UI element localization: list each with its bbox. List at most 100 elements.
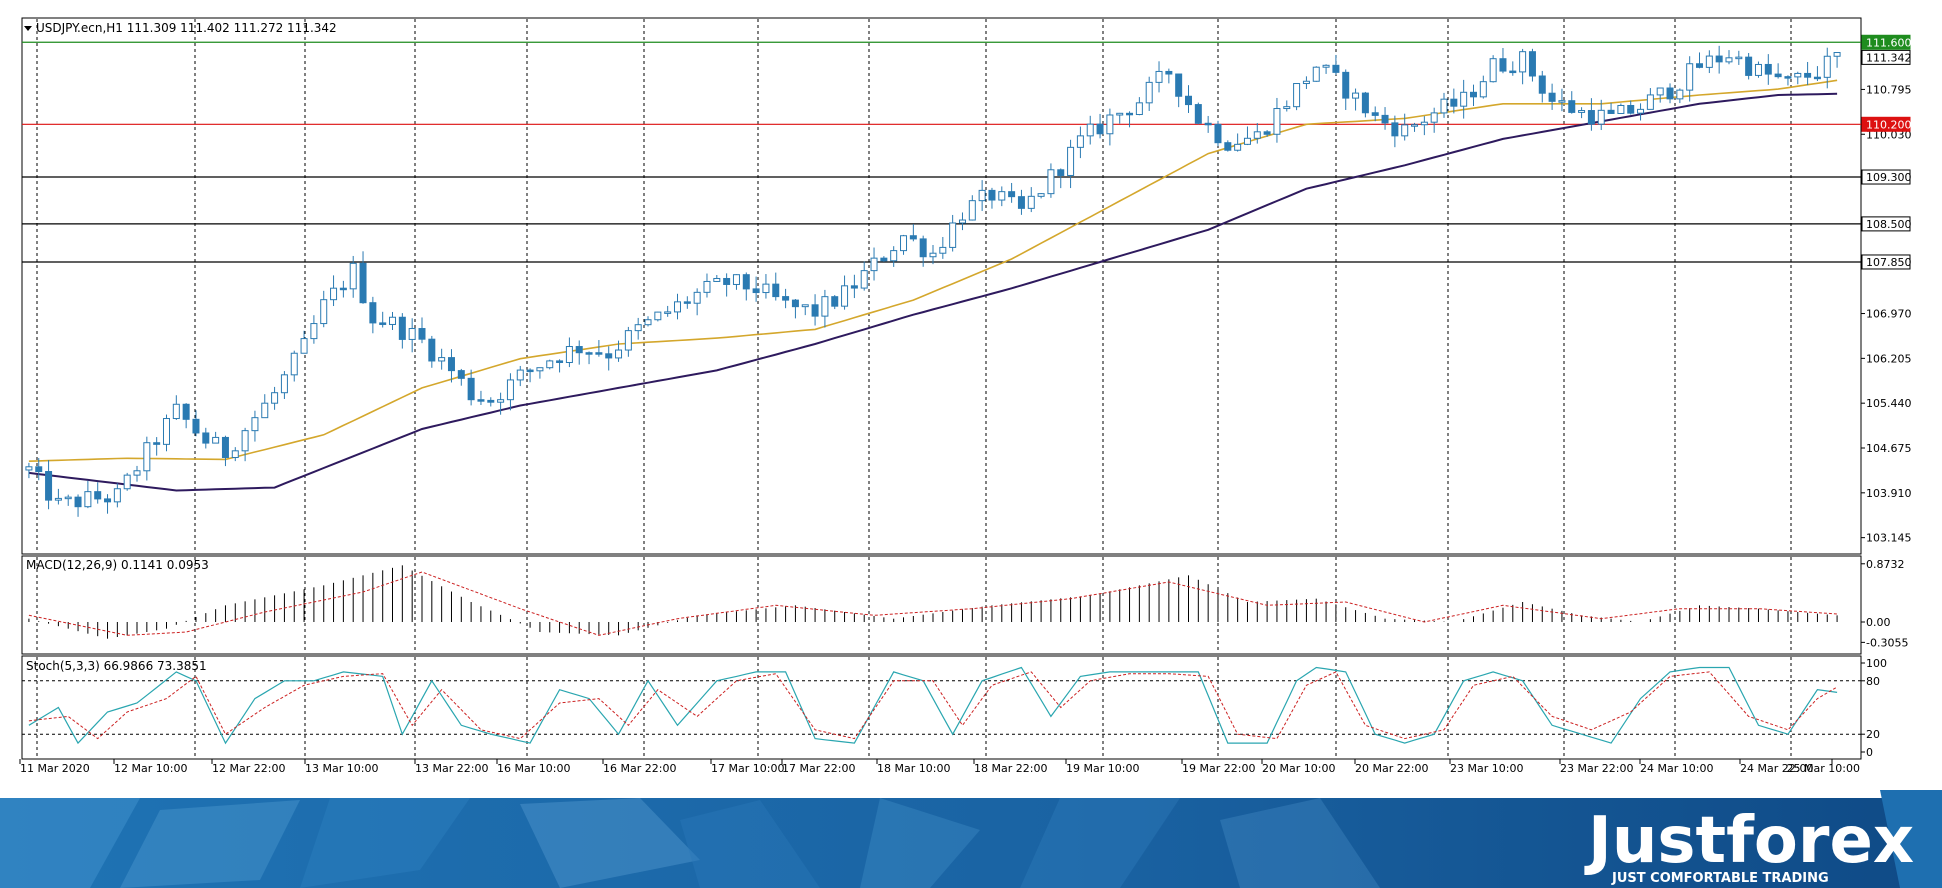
brand-footer: Justforex JUST COMFORTABLE TRADING [0, 790, 1942, 888]
candle-body [202, 432, 210, 444]
candle-body [654, 311, 662, 321]
chart-header[interactable]: USDJPY.ecn,H1 111.309 111.402 111.272 11… [24, 21, 337, 35]
candle-body [880, 257, 888, 262]
candle-body [516, 369, 524, 381]
price-level-label: 108.500 [1866, 218, 1912, 231]
candle-body [1411, 124, 1419, 127]
time-tick-label: 16 Mar 22:00 [603, 762, 676, 775]
candle-body [1253, 131, 1261, 139]
candle-body [1656, 87, 1664, 96]
candle-body [221, 436, 229, 458]
stoch-panel: 100 80 20 0 Stoch(5,3,3) 66.9866 73.3851 [21, 655, 1887, 760]
time-tick-label: 19 Mar 10:00 [1066, 762, 1139, 775]
footer-art: Justforex JUST COMFORTABLE TRADING [0, 790, 1942, 888]
candle-body [909, 235, 917, 240]
price-level-badge [1861, 34, 1911, 50]
time-tick-label: 25 Mar 10:00 [1787, 762, 1860, 775]
price-level-badge [1861, 216, 1911, 232]
candle-body [713, 277, 721, 282]
time-tick-label: 24 Mar 10:00 [1640, 762, 1713, 775]
candle-body [241, 430, 249, 452]
candle-body [1686, 63, 1694, 91]
candle-body [1784, 76, 1792, 79]
candle-body [94, 491, 102, 500]
candle-body [1086, 123, 1094, 137]
stoch-tick-label: 20 [1866, 728, 1880, 741]
candle-body [841, 285, 849, 307]
stoch-tick-label: 80 [1866, 675, 1880, 688]
candle-body [1715, 55, 1723, 63]
candle-body [644, 319, 652, 326]
candle-body [428, 338, 436, 362]
candle-body [1273, 108, 1281, 135]
moving-average-fast [28, 79, 1838, 462]
candle-body [271, 392, 279, 404]
candle-body [1558, 100, 1566, 103]
candle-body [831, 296, 839, 307]
candle-body [673, 301, 681, 313]
candle-body [261, 402, 269, 419]
candle-body [1479, 81, 1487, 98]
candle-body [801, 304, 809, 308]
candle-body [25, 466, 33, 471]
candle-body [546, 360, 554, 369]
candle-body [1057, 169, 1065, 176]
candle-body [1175, 73, 1183, 97]
candle-body [565, 346, 573, 364]
price-level-label: 107.850 [1866, 256, 1912, 269]
macd-tick-label: -0.3055 [1866, 636, 1908, 649]
stoch-panel-title: Stoch(5,3,3) 66.9866 73.3851 [26, 659, 207, 673]
time-axis: 11 Mar 2020 12 Mar 10:00 12 Mar 22:00 13 Ma… [19, 759, 1860, 775]
candle-body [1017, 196, 1025, 209]
candle-body [1440, 98, 1448, 114]
candle-body [1794, 72, 1802, 78]
candle-body [35, 466, 43, 473]
candle-body [1145, 81, 1153, 104]
candle-body [850, 285, 858, 289]
candle-body [605, 353, 613, 359]
candle-body [900, 235, 908, 252]
stoch-tick-label: 100 [1866, 657, 1887, 670]
candle-body [153, 442, 161, 445]
price-level-badge [1861, 169, 1911, 185]
candle-body [1401, 124, 1409, 137]
price-panel: 111.342110.795110.030106.970106.205105.4… [21, 17, 1912, 555]
moving-average-slow [28, 92, 1838, 492]
candle-body [1764, 63, 1772, 75]
candle-body [1224, 142, 1232, 151]
candle-body [1342, 71, 1350, 99]
candle-body [349, 262, 357, 290]
candle-body [929, 252, 937, 258]
candle-body [988, 189, 996, 201]
candle-body [821, 296, 829, 317]
price-tick-label: 110.795 [1866, 83, 1912, 96]
candle-body [1106, 114, 1114, 135]
candle-body [742, 274, 750, 290]
candle-body [64, 496, 72, 500]
time-tick-label: 23 Mar 10:00 [1450, 762, 1523, 775]
candle-body [575, 346, 583, 354]
candle-body [1617, 104, 1625, 114]
candle-body [1332, 64, 1340, 73]
candle-body [556, 360, 564, 364]
price-tick-label: 103.910 [1866, 487, 1912, 500]
candle-body [1568, 100, 1576, 113]
candle-body [1460, 91, 1468, 107]
dropdown-triangle-icon[interactable] [24, 26, 32, 31]
price-tick-label: 106.205 [1866, 352, 1912, 365]
candle-body [1047, 169, 1055, 195]
candle-body [1194, 104, 1202, 124]
candle-body [1008, 191, 1016, 198]
candle-body [192, 418, 200, 434]
candle-body [300, 338, 308, 354]
candle-body [693, 291, 701, 304]
price-tick-label: 105.440 [1866, 397, 1912, 410]
candle-body [74, 496, 82, 508]
candle-body [919, 238, 927, 258]
candle-body [703, 280, 711, 293]
candle-body [1116, 112, 1124, 116]
candle-body [1754, 63, 1762, 76]
candle-body [1283, 106, 1291, 110]
price-level-label: 109.300 [1866, 171, 1912, 184]
candle-body [1361, 92, 1369, 114]
